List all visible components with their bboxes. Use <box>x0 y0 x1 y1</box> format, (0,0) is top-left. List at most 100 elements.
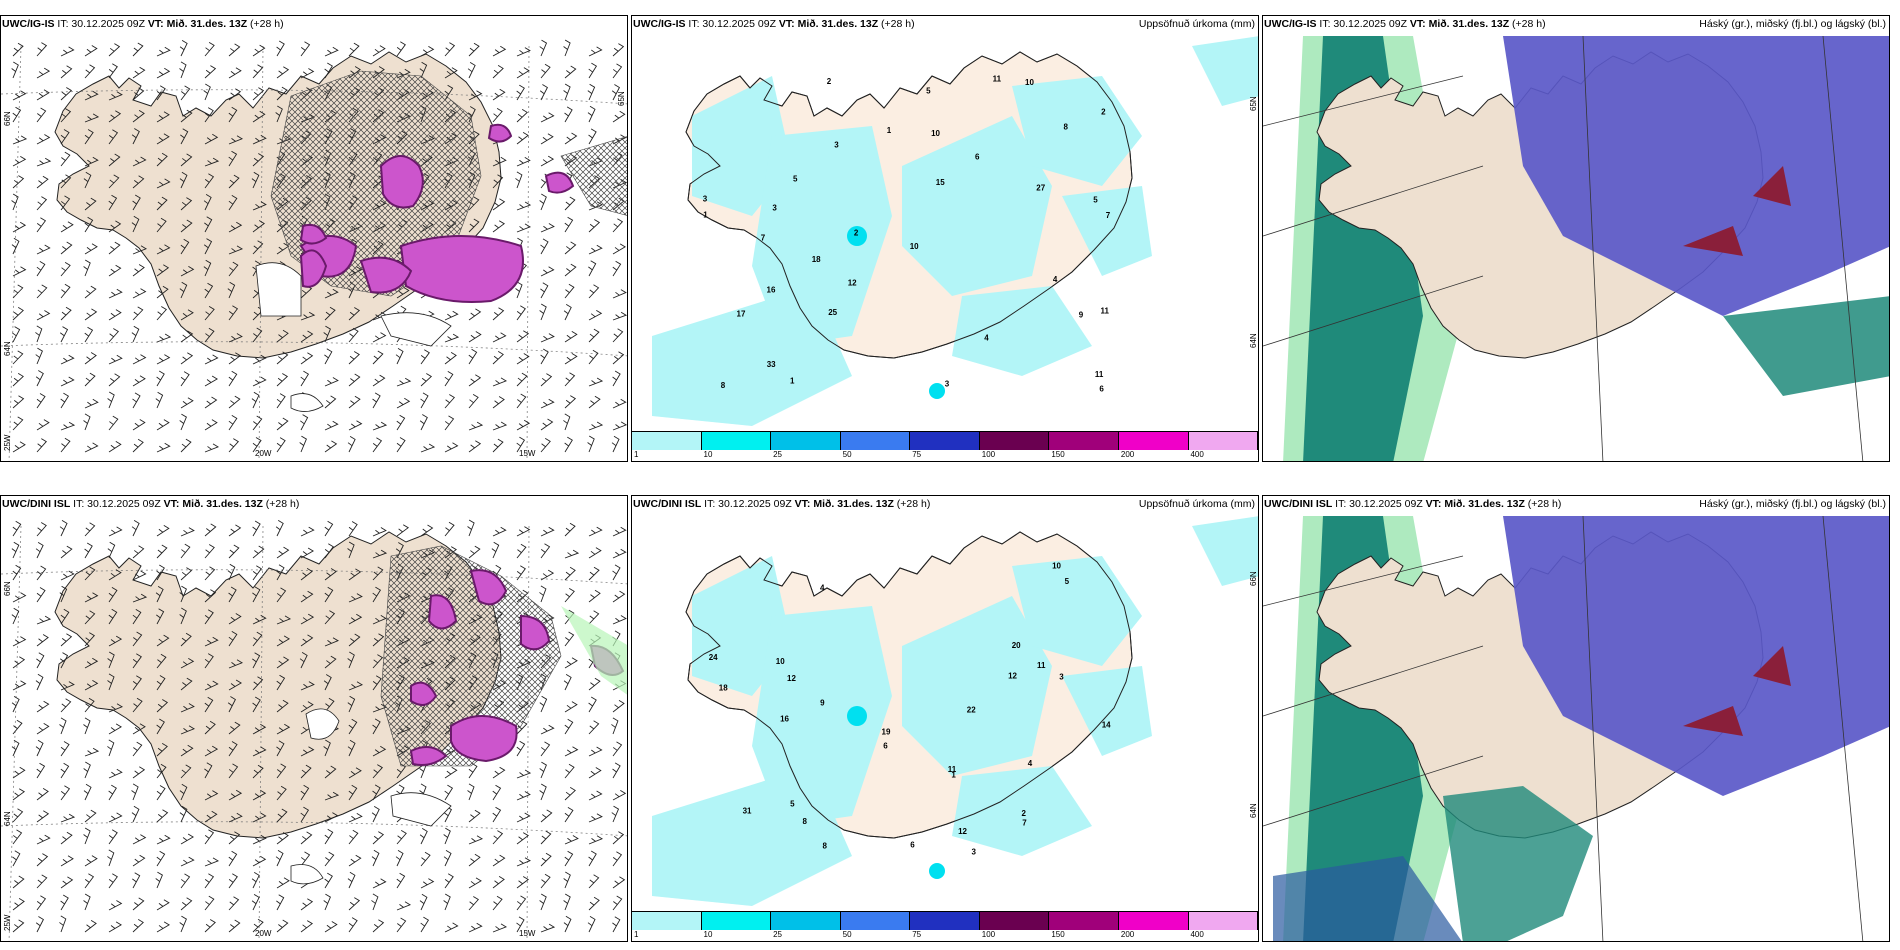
precip-value-label: 9 <box>820 699 825 708</box>
colorbar-cell <box>1049 912 1119 930</box>
snow-free-area <box>390 792 452 827</box>
precip-value-label: 1 <box>703 210 708 219</box>
panel-title: UWC/IG-IS IT: 30.12.2025 09Z VT: Mið. 31… <box>1264 18 1546 30</box>
precip-value-label: 8 <box>721 381 726 390</box>
panel-clouds-igis: UWC/IG-IS IT: 30.12.2025 09Z VT: Mið. 31… <box>1262 15 1890 462</box>
panel-field-label: Háský (gr.), miðský (fj.bl.) og lágský (… <box>1699 498 1886 510</box>
colorbar-tick-label: 1 <box>634 450 639 459</box>
precip-value-label: 8 <box>1064 123 1069 132</box>
precip-value-label: 4 <box>1028 759 1033 768</box>
precip-value-label: 5 <box>1093 196 1098 205</box>
precip-value-label: 12 <box>958 827 967 836</box>
precip-value-label: 4 <box>820 583 825 592</box>
precip-value-label: 10 <box>776 657 785 666</box>
colorbar-cell <box>910 432 980 450</box>
snow-free-area <box>290 393 324 412</box>
icing-intensity-area <box>427 594 458 630</box>
icing-intensity-area <box>379 155 424 209</box>
colorbar-tick-label: 75 <box>912 930 922 939</box>
precip-value-label: 10 <box>1052 562 1061 571</box>
colorbar-cell <box>910 912 980 930</box>
precip-area <box>652 516 1258 906</box>
precip-max <box>847 226 867 246</box>
colorbar-cell <box>1118 912 1189 930</box>
iceland-coastline <box>685 531 1133 839</box>
high-cloud <box>1443 786 1593 941</box>
lon-label: 20W <box>255 929 272 938</box>
high-cloud <box>1723 296 1889 396</box>
precip-value-label: 25 <box>828 308 837 317</box>
precip-value-label: 6 <box>910 841 915 850</box>
graticule <box>1 45 627 461</box>
precip-value-label: 22 <box>967 705 976 714</box>
panel-wind-icing-dini: UWC/DINI ISL IT: 30.12.2025 09Z VT: Mið.… <box>0 495 628 942</box>
panel-field-label: Uppsöfnuð úrkoma (mm) <box>1138 18 1255 30</box>
precip-value-label: 27 <box>1036 184 1045 193</box>
icing-intensity-area <box>359 256 413 294</box>
precip-value-label: 4 <box>1053 275 1058 284</box>
precip-value-label: 31 <box>743 807 752 816</box>
precip-value-label: 2 <box>1101 107 1106 116</box>
icing-intensity-area <box>487 123 513 143</box>
colorbar-cell <box>771 912 841 930</box>
colorbar: 1 10 25 50 75 100 150 200 400 <box>632 431 1258 461</box>
lon-label: 20W <box>255 449 272 458</box>
precip-value-label: 7 <box>761 234 766 243</box>
precip-value-label: 14 <box>1102 720 1111 729</box>
precip-value-label: 24 <box>709 653 718 662</box>
map-canvas: 3567211121198542725171018321111033161510… <box>652 36 1258 426</box>
icing-hatch-area <box>380 545 562 767</box>
colorbar-cell <box>1049 432 1119 450</box>
precip-max <box>847 706 867 726</box>
precip-value-label: 11 <box>993 75 1002 84</box>
colorbar-tick-label: 50 <box>842 930 852 939</box>
icing-intensity-area <box>410 681 438 706</box>
precip-area <box>652 36 1258 426</box>
precip-value-label: 12 <box>787 674 796 683</box>
graticule <box>1 525 627 941</box>
lat-label: 64N <box>1249 333 1258 348</box>
precip-value-label: 3 <box>1059 672 1064 681</box>
precip-value-label: 16 <box>780 715 789 724</box>
colorbar-cell <box>979 432 1050 450</box>
precip-value-label: 2 <box>854 228 859 237</box>
precip-value-label: 3 <box>945 380 950 389</box>
colorbar-tick-label: 400 <box>1190 450 1204 459</box>
colorbar-tick-label: 25 <box>773 930 783 939</box>
precip-value-label: 8 <box>823 841 828 850</box>
precip-max <box>929 383 945 399</box>
panel-precip-igis: UWC/IG-IS IT: 30.12.2025 09Z VT: Mið. 31… <box>631 15 1259 462</box>
colorbar-tick-label: 25 <box>773 450 783 459</box>
panel-wind-icing-igis: UWC/IG-IS IT: 30.12.2025 09Z VT: Mið. 31… <box>0 15 628 462</box>
snow-free-area <box>255 262 302 317</box>
precip-value-label: 11 <box>1101 306 1110 315</box>
map-canvas <box>1 519 627 941</box>
colorbar-tick-label: 150 <box>1051 930 1065 939</box>
precip-value-label: 18 <box>812 255 821 264</box>
precip-value-label: 17 <box>737 310 746 319</box>
map-canvas <box>1263 16 1889 461</box>
colorbar-cell <box>771 432 841 450</box>
precip-value-label: 6 <box>883 742 888 751</box>
precip-max <box>929 863 945 879</box>
colorbar-tick-label: 10 <box>703 450 713 459</box>
precip-value-label: 3 <box>972 848 977 857</box>
lat-label: 64N <box>3 341 12 356</box>
precip-value-label: 6 <box>975 153 980 162</box>
colorbar-cell <box>1118 432 1189 450</box>
panel-clouds-dini: UWC/DINI ISL IT: 30.12.2025 09Z VT: Mið.… <box>1262 495 1890 942</box>
colorbar-tick-label: 10 <box>703 930 713 939</box>
lat-label: 66N <box>1249 571 1258 586</box>
precip-value-label: 16 <box>767 285 776 294</box>
colorbar-cell <box>840 432 911 450</box>
colorbar-cell <box>1188 432 1258 450</box>
precip-value-label: 18 <box>719 684 728 693</box>
colorbar: 1 10 25 50 75 100 150 200 400 <box>632 911 1258 941</box>
precip-value-label: 10 <box>910 242 919 251</box>
precip-value-label: 9 <box>1079 311 1084 320</box>
corner-label: 25W <box>3 914 12 931</box>
colorbar-tick-label: 200 <box>1120 930 1135 939</box>
lat-label-edge: 65N <box>617 91 626 106</box>
precip-value-label: 5 <box>926 86 931 95</box>
mid-low-cloud <box>1503 516 1889 796</box>
